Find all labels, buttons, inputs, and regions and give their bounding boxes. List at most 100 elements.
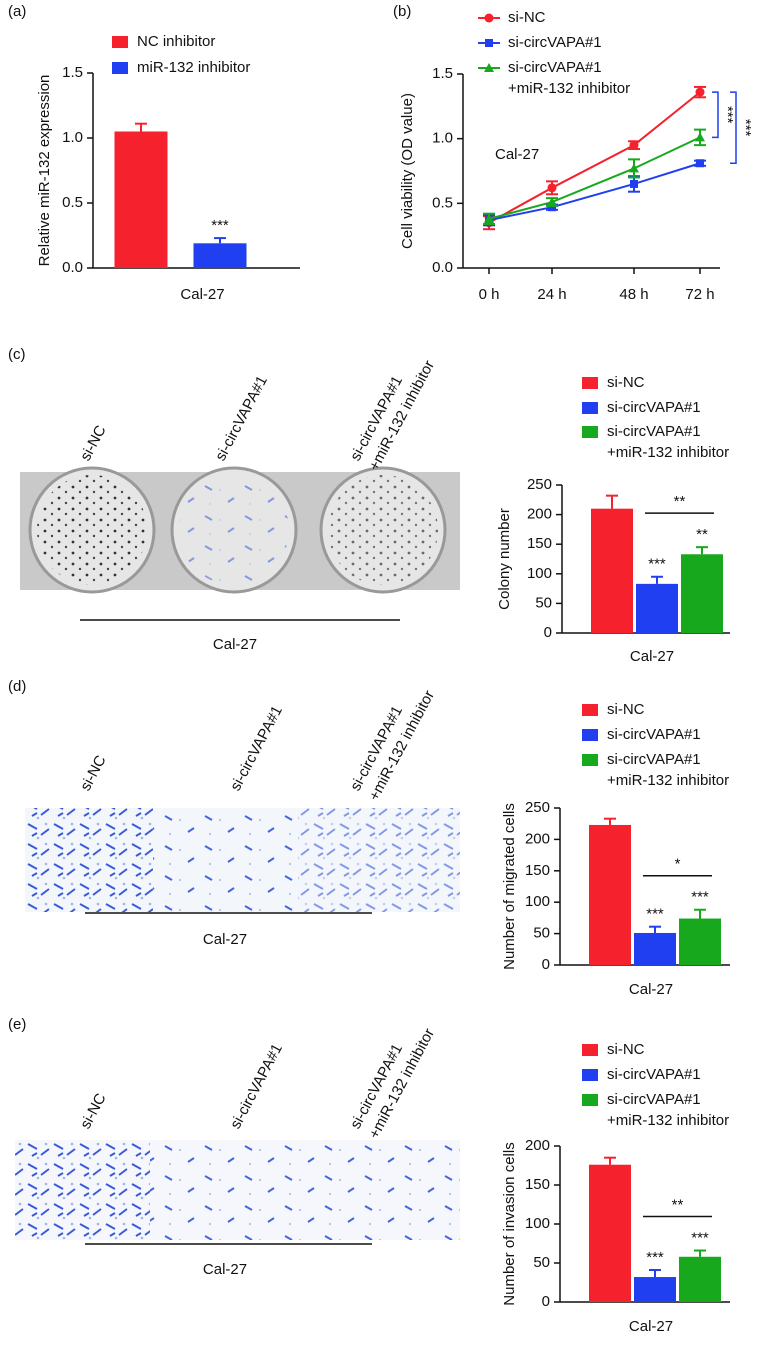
image-label: si-circVAPA#1+miR-132 inhibitor <box>347 1016 438 1142</box>
legend-swatch <box>112 62 128 74</box>
image-label: si-circVAPA#1 <box>212 373 271 464</box>
annotation: ** <box>672 1196 684 1213</box>
legend-label: si-circVAPA#1 +miR-132 inhibitor <box>607 423 729 461</box>
legend-label: si-NC <box>607 701 645 718</box>
marker <box>547 197 557 207</box>
image-caption: Cal-27 <box>203 1261 247 1278</box>
legend-label: miR-132 inhibitor <box>137 59 250 76</box>
marker <box>629 140 639 150</box>
marker <box>696 159 704 168</box>
panel-label: (a) <box>8 3 26 20</box>
bar <box>589 1164 631 1302</box>
annotation: *** <box>691 889 709 906</box>
legend-label: si-circVAPA#1 <box>607 726 701 743</box>
y-tick-label: 200 <box>525 830 550 847</box>
x-tick-label: 48 h <box>619 286 648 303</box>
x-tick-label: 0 h <box>479 286 500 303</box>
bar <box>634 932 676 965</box>
panel-label: (c) <box>8 346 26 363</box>
legend-label: si-circVAPA#1 +miR-132 inhibitor <box>607 1091 729 1129</box>
legend-swatch <box>112 36 128 48</box>
bar <box>634 1277 676 1302</box>
y-tick-label: 150 <box>525 1176 550 1193</box>
y-tick-label: 100 <box>525 1215 550 1232</box>
y-tick-label: 250 <box>525 799 550 816</box>
y-tick-label: 1.0 <box>62 129 83 146</box>
y-axis-label: Colony number <box>496 508 513 610</box>
y-axis-label: Number of migrated cells <box>501 803 518 970</box>
y-tick-label: 0.5 <box>62 194 83 211</box>
marker <box>630 179 638 188</box>
y-tick-label: 1.0 <box>432 130 453 147</box>
legend-label: si-circVAPA#1 +miR-132 inhibitor <box>508 59 630 97</box>
y-tick-label: 150 <box>527 535 552 552</box>
bar <box>589 824 631 965</box>
bar <box>636 583 678 633</box>
marker <box>695 132 705 142</box>
line <box>488 136 701 220</box>
bar <box>591 508 633 633</box>
panel-label: (b) <box>393 3 411 20</box>
annotation: *** <box>719 106 736 124</box>
image-label: si-circVAPA#1 <box>227 703 286 794</box>
annotation: *** <box>737 119 754 137</box>
panel-label: (d) <box>8 678 26 695</box>
y-tick-label: 0 <box>542 956 550 973</box>
y-tick-label: 150 <box>525 862 550 879</box>
legend-label: si-NC <box>607 1041 645 1058</box>
line <box>488 162 701 222</box>
image-caption: Cal-27 <box>203 931 247 948</box>
y-tick-label: 200 <box>525 1137 550 1154</box>
legend-swatch <box>582 1094 598 1106</box>
bar <box>114 131 168 268</box>
y-axis-label: Relative miR-132 expression <box>36 75 53 267</box>
legend-swatch <box>582 426 598 438</box>
y-tick-label: 50 <box>533 1254 550 1271</box>
image-label: si-NC <box>77 423 110 464</box>
y-tick-label: 50 <box>535 594 552 611</box>
image-caption: Cal-27 <box>213 636 257 653</box>
marker <box>547 183 557 193</box>
image-label: si-circVAPA#1 <box>227 1041 286 1132</box>
legend-swatch <box>582 754 598 766</box>
x-tick-label: Cal-27 <box>629 981 673 998</box>
y-tick-label: 1.5 <box>62 64 83 81</box>
panel-label: (e) <box>8 1016 26 1033</box>
colony-photo <box>20 466 460 594</box>
y-tick-label: 50 <box>533 925 550 942</box>
legend-label: si-circVAPA#1 <box>607 1066 701 1083</box>
invasion-photo <box>15 1140 460 1240</box>
x-tick-label: 72 h <box>685 286 714 303</box>
legend-label: NC inhibitor <box>137 33 215 50</box>
y-tick-label: 0 <box>542 1293 550 1310</box>
annotation: * <box>675 856 681 873</box>
legend-swatch <box>582 729 598 741</box>
bracket <box>712 91 719 139</box>
y-tick-label: 250 <box>527 476 552 493</box>
marker <box>629 163 639 173</box>
bar <box>193 243 247 268</box>
annotation: ** <box>674 493 686 510</box>
x-tick-label: 24 h <box>537 286 566 303</box>
marker <box>548 203 556 212</box>
y-tick-label: 1.5 <box>432 65 453 82</box>
legend-label: si-NC <box>508 9 546 26</box>
legend-label: si-circVAPA#1 +miR-132 inhibitor <box>607 751 729 789</box>
legend-swatch <box>582 402 598 414</box>
bar <box>681 554 723 633</box>
image-label: si-circVAPA#1+miR-132 inhibitor <box>347 348 438 474</box>
legend-label: si-NC <box>607 374 645 391</box>
annotation: *** <box>648 556 666 573</box>
y-tick-label: 0.0 <box>62 259 83 276</box>
y-tick-label: 100 <box>525 893 550 910</box>
bar <box>679 918 721 965</box>
annotation: Cal-27 <box>495 146 539 163</box>
bracket <box>730 91 737 164</box>
legend-marker <box>485 39 493 47</box>
legend-swatch <box>582 1069 598 1081</box>
annotation: *** <box>211 217 229 234</box>
y-tick-label: 0.0 <box>432 259 453 276</box>
y-tick-label: 100 <box>527 565 552 582</box>
y-tick-label: 200 <box>527 506 552 523</box>
